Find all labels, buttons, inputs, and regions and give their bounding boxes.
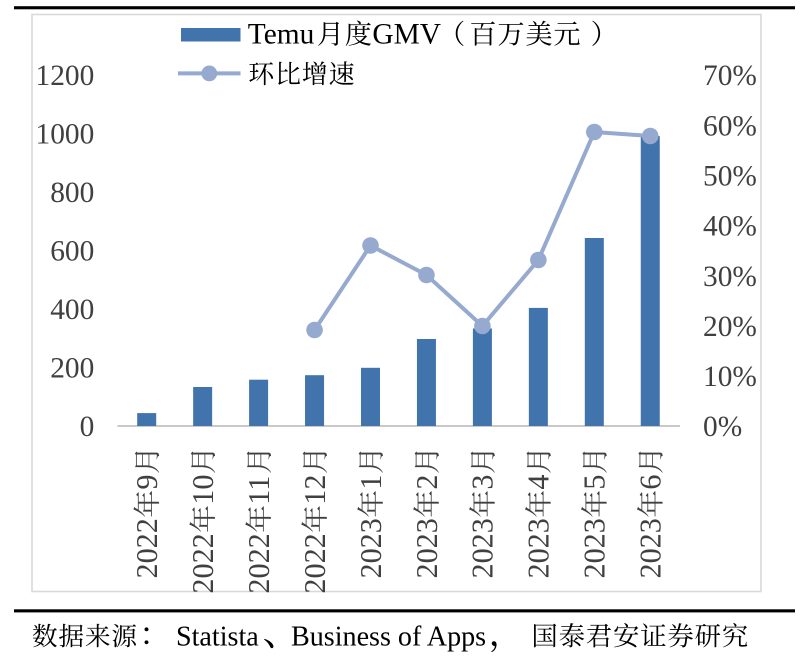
svg-text:50%: 50% — [703, 161, 757, 193]
svg-text:Business of Apps: Business of Apps — [291, 621, 486, 652]
svg-text:0%: 0% — [703, 411, 742, 443]
svg-text:2023: 2023 — [522, 518, 556, 578]
svg-text:2023: 2023 — [410, 518, 444, 578]
svg-text:10%: 10% — [703, 361, 757, 393]
svg-text:6: 6 — [634, 475, 668, 490]
svg-text:0: 0 — [80, 411, 95, 443]
svg-text:2022: 2022 — [186, 533, 220, 593]
svg-text:GMV: GMV — [372, 19, 441, 51]
svg-text:3: 3 — [466, 475, 500, 490]
svg-text:60%: 60% — [703, 110, 757, 142]
svg-text:600: 600 — [50, 236, 94, 268]
svg-text:800: 800 — [50, 177, 94, 209]
svg-text:11: 11 — [242, 476, 276, 505]
svg-text:30%: 30% — [703, 261, 757, 293]
svg-text:12: 12 — [298, 475, 332, 505]
svg-text:1: 1 — [354, 475, 388, 490]
svg-text:20%: 20% — [703, 311, 757, 343]
svg-text:5: 5 — [578, 475, 612, 490]
svg-text:2: 2 — [410, 475, 444, 490]
svg-text:10: 10 — [186, 475, 220, 505]
svg-text:2022: 2022 — [130, 518, 164, 578]
svg-text:Temu: Temu — [248, 19, 315, 51]
svg-text:1000: 1000 — [36, 119, 95, 151]
svg-text:2022: 2022 — [298, 533, 332, 593]
svg-text:200: 200 — [50, 353, 94, 385]
svg-text:2023: 2023 — [466, 518, 500, 578]
svg-text:2023: 2023 — [634, 518, 668, 578]
svg-text:4: 4 — [522, 475, 556, 490]
svg-text:Statista: Statista — [176, 621, 259, 652]
svg-text:2023: 2023 — [578, 518, 612, 578]
svg-text:9: 9 — [130, 475, 164, 490]
svg-text:40%: 40% — [703, 211, 757, 243]
svg-text:400: 400 — [50, 294, 94, 326]
svg-text:2022: 2022 — [242, 533, 276, 593]
svg-text:2023: 2023 — [354, 518, 388, 578]
svg-text:70%: 70% — [703, 60, 757, 92]
svg-text:1200: 1200 — [36, 60, 95, 92]
